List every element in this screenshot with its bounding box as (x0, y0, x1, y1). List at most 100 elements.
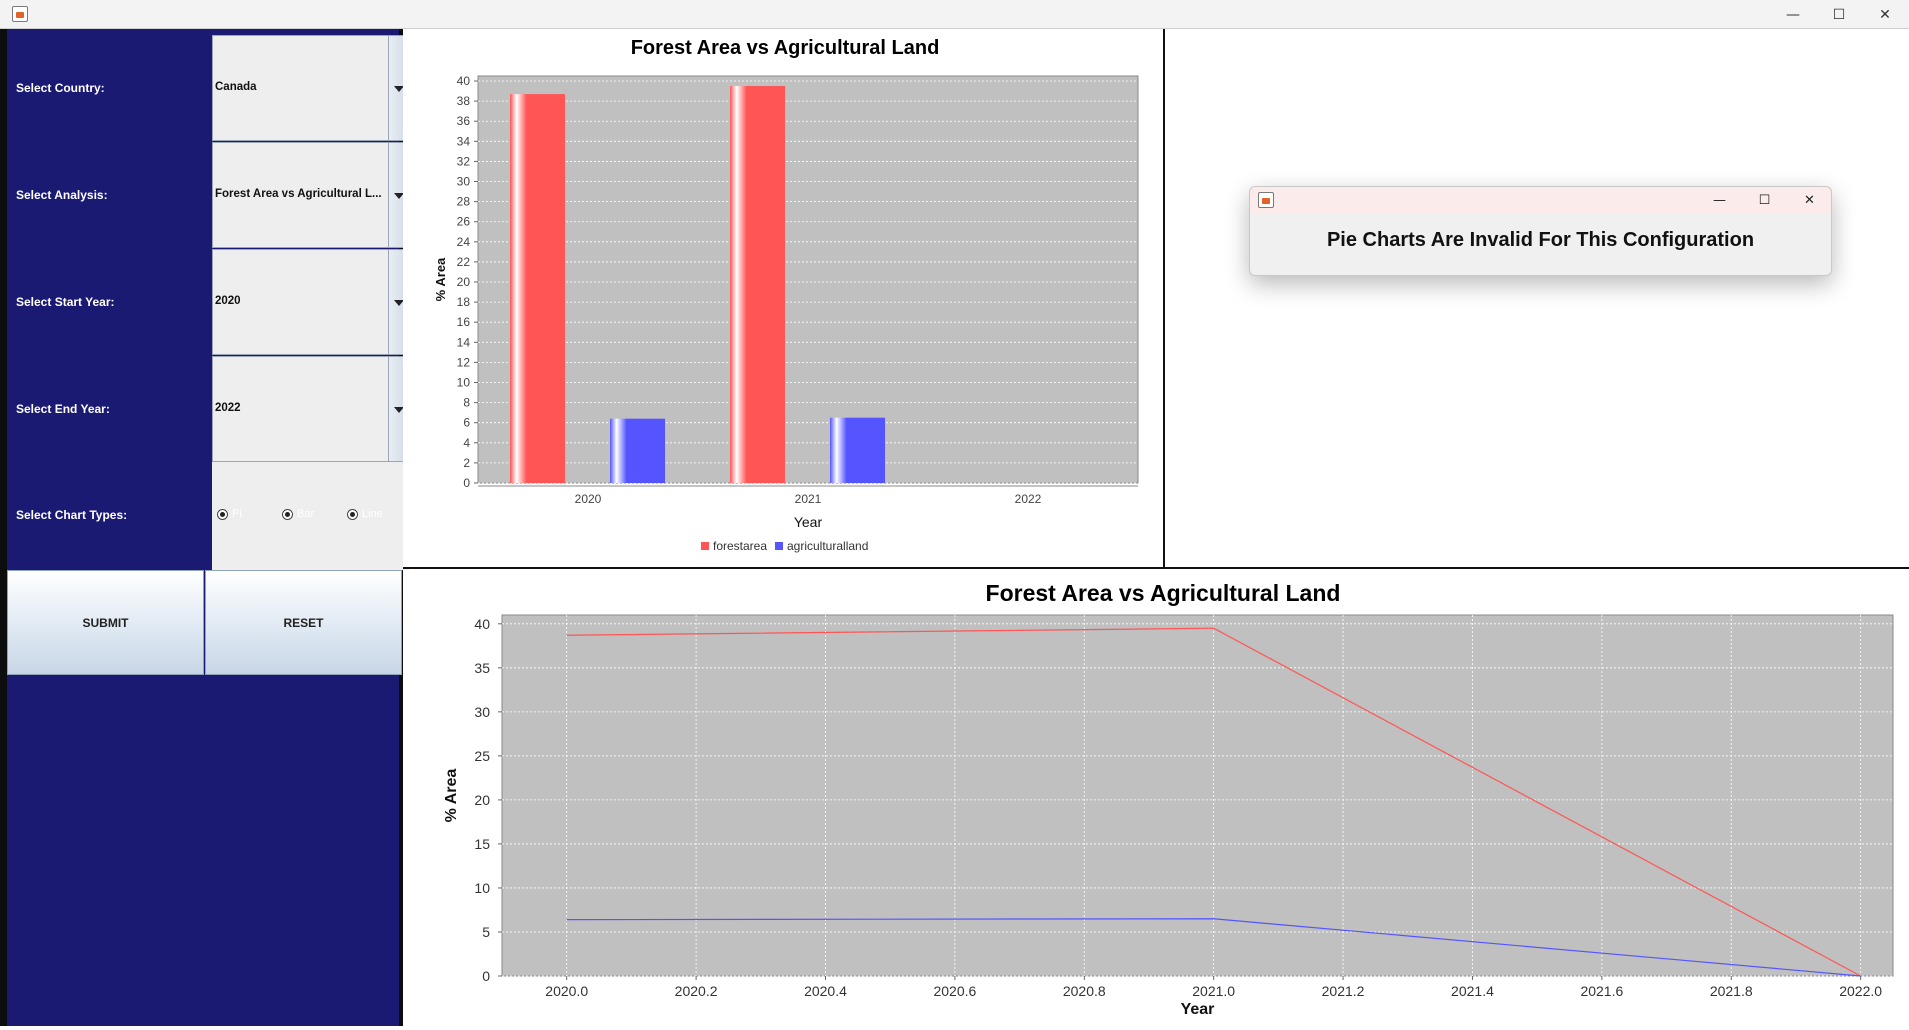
invalid-pie-dialog: — ☐ ✕ Pie Charts Are Invalid For This Co… (1249, 186, 1832, 276)
x-axis-label: Year (1181, 1001, 1215, 1018)
y-tick-label: 24 (457, 235, 471, 249)
x-tick-label: 2021.2 (1322, 983, 1365, 999)
radio-bar-label: Bar (297, 508, 315, 520)
x-tick-label: 2020.4 (804, 983, 847, 999)
y-tick-label: 18 (457, 295, 471, 309)
chart-title: Forest Area vs Agricultural Land (986, 580, 1341, 606)
chart-title: Forest Area vs Agricultural Land (631, 37, 940, 59)
x-axis-label: Year (794, 514, 823, 530)
x-tick-label: 2020.0 (545, 983, 588, 999)
y-tick-label: 16 (457, 315, 471, 329)
start-year-select[interactable]: 2020 (212, 249, 409, 355)
control-panel: Select Country: Canada Select Analysis: … (0, 29, 409, 1026)
plot-area (501, 614, 1894, 977)
dialog-close-button[interactable]: ✕ (1804, 192, 1815, 208)
end-year-label: Select End Year: (16, 402, 110, 416)
bar-chart: Forest Area vs Agricultural Land02468101… (433, 37, 1139, 553)
y-tick-label: 4 (463, 436, 470, 450)
reset-button[interactable]: RESET (205, 570, 402, 675)
dialog-maximize-button[interactable]: ☐ (1758, 192, 1771, 208)
legend-label: forestarea (713, 539, 767, 553)
dialog-message: Pie Charts Are Invalid For This Configur… (1326, 229, 1755, 251)
y-tick-label: 32 (457, 154, 471, 168)
analysis-select-value: Forest Area vs Agricultural L... (215, 188, 382, 200)
radio-line-label: Line (362, 508, 383, 520)
y-axis-label: % Area (433, 257, 448, 301)
y-tick-label: 0 (463, 476, 470, 490)
y-tick-label: 28 (457, 195, 471, 209)
y-tick-label: 26 (457, 215, 471, 229)
dialog-titlebar: — ☐ ✕ (1250, 187, 1831, 213)
x-tick-label: 2021.6 (1580, 983, 1623, 999)
x-tick-label: 2021 (795, 492, 822, 506)
y-tick-label: 8 (463, 396, 470, 410)
x-tick-label: 2020 (575, 492, 602, 506)
bar-agriculturalland (830, 417, 885, 483)
radio-pie-label: Pi (232, 508, 242, 520)
y-tick-label: 2 (463, 456, 470, 470)
country-select-value: Canada (215, 81, 257, 93)
y-tick-label: 0 (482, 968, 490, 984)
y-tick-label: 6 (463, 416, 470, 430)
y-tick-label: 10 (474, 880, 490, 896)
plot-area (477, 75, 1139, 484)
legend-label: agriculturalland (787, 539, 868, 553)
country-label: Select Country: (16, 81, 105, 95)
y-tick-label: 15 (474, 836, 490, 852)
y-tick-label: 38 (457, 94, 471, 108)
legend-swatch (701, 542, 709, 550)
line-chart: Forest Area vs Agricultural Land 0 5 10 15 20… (443, 580, 1894, 1018)
y-tick-label: 40 (474, 616, 490, 632)
country-select[interactable]: Canada (212, 35, 409, 141)
analysis-select[interactable]: Forest Area vs Agricultural L... (212, 142, 409, 248)
y-tick-label: 14 (457, 335, 471, 349)
series-line-forestarea (566, 627, 1861, 977)
x-tick-label: 2021.4 (1451, 983, 1494, 999)
start-year-label: Select Start Year: (16, 295, 115, 309)
minimize-button[interactable]: — (1786, 6, 1800, 23)
submit-button[interactable]: SUBMIT (7, 570, 204, 675)
end-year-select-value: 2022 (215, 402, 241, 414)
y-tick-label: 25 (474, 748, 490, 764)
bar-forestarea (510, 94, 565, 483)
x-tick-label: 2021.0 (1192, 983, 1235, 999)
start-year-select-value: 2020 (215, 295, 241, 307)
maximize-button[interactable]: ☐ (1832, 6, 1846, 23)
legend-swatch (775, 542, 783, 550)
chart-type-radio-group: Pi Bar Line (212, 462, 409, 570)
y-tick-label: 10 (457, 376, 471, 390)
x-tick-label: 2022.0 (1839, 983, 1882, 999)
radio-pie[interactable] (217, 509, 228, 520)
x-tick-label: 2020.6 (933, 983, 976, 999)
radio-line[interactable] (347, 509, 358, 520)
java-app-icon (12, 6, 28, 22)
x-tick-label: 2020.2 (675, 983, 718, 999)
y-tick-label: 40 (457, 74, 471, 88)
java-app-icon (1258, 192, 1274, 208)
y-tick-label: 5 (482, 924, 490, 940)
x-tick-label: 2021.8 (1710, 983, 1753, 999)
x-tick-label: 2020.8 (1063, 983, 1106, 999)
series-line-agriculturalland (566, 918, 1861, 977)
y-tick-label: 22 (457, 255, 471, 269)
pie-chart-panel (1165, 29, 1909, 569)
y-tick-label: 30 (474, 704, 490, 720)
y-axis-label: % Area (443, 769, 460, 823)
y-tick-label: 30 (457, 175, 471, 189)
y-tick-label: 36 (457, 114, 471, 128)
end-year-select[interactable]: 2022 (212, 356, 409, 462)
bar-forestarea (730, 86, 785, 483)
radio-bar[interactable] (282, 509, 293, 520)
line-chart-panel: Forest Area vs Agricultural Land 0 5 10 15 20… (403, 571, 1909, 1026)
y-tick-label: 34 (457, 134, 471, 148)
close-button[interactable]: ✕ (1879, 6, 1891, 23)
dialog-minimize-button[interactable]: — (1713, 192, 1726, 208)
analysis-label: Select Analysis: (16, 188, 108, 202)
x-tick-label: 2022 (1015, 492, 1042, 506)
bar-agriculturalland (610, 418, 665, 483)
bar-chart-panel: Forest Area vs Agricultural Land 0 2 4 6 8 10 1… (403, 29, 1165, 569)
chart-types-label: Select Chart Types: (16, 508, 128, 522)
y-tick-label: 35 (474, 660, 490, 676)
y-tick-label: 20 (457, 275, 471, 289)
window-titlebar: — ☐ ✕ (0, 0, 1909, 29)
